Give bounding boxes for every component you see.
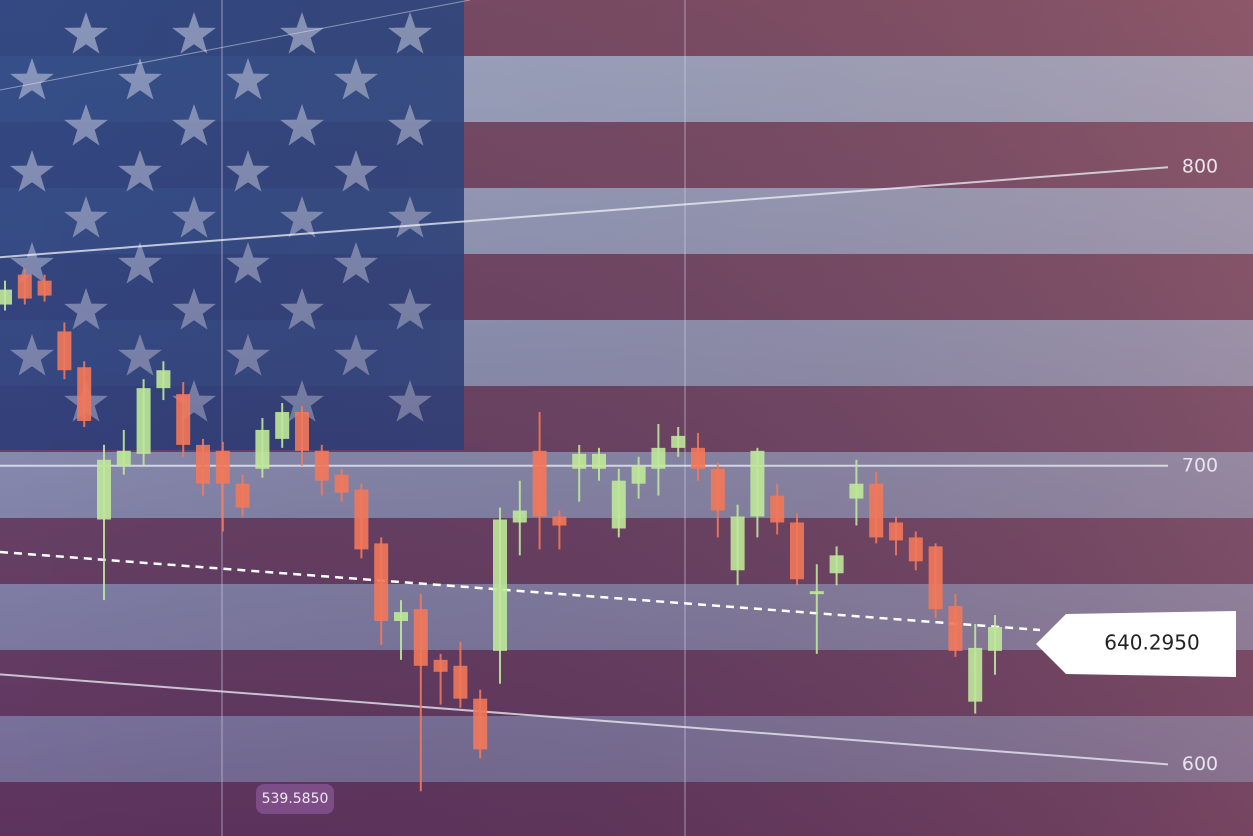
candle-body bbox=[413, 609, 428, 666]
candle-body bbox=[136, 388, 151, 454]
candle-body bbox=[512, 510, 527, 523]
candle-body bbox=[829, 555, 844, 574]
candle-body bbox=[869, 483, 884, 538]
grid-line bbox=[0, 166, 1169, 259]
candle-body bbox=[176, 394, 191, 445]
candle-body bbox=[691, 447, 705, 469]
candle-body bbox=[631, 465, 646, 484]
candle-body bbox=[730, 516, 745, 571]
candle-body bbox=[235, 483, 250, 508]
candle-body bbox=[97, 459, 111, 520]
candle-body bbox=[809, 591, 824, 595]
low-tag: 539.5850 bbox=[256, 784, 334, 814]
candle-body bbox=[651, 447, 666, 469]
y-tick-label: 600 bbox=[1182, 753, 1218, 775]
candle-body bbox=[493, 519, 507, 651]
candle-body bbox=[908, 537, 923, 562]
candle-body bbox=[196, 444, 210, 484]
y-tick-label: 700 bbox=[1182, 454, 1218, 476]
candle-body bbox=[394, 612, 408, 622]
candle-body bbox=[572, 453, 587, 469]
candle-body bbox=[433, 659, 448, 672]
candle-body bbox=[57, 331, 72, 371]
candle-body bbox=[592, 453, 606, 469]
candle-body bbox=[314, 450, 329, 481]
axis: 600 700 800 bbox=[0, 156, 1218, 775]
candle-body bbox=[374, 543, 389, 622]
candle-body bbox=[928, 546, 943, 610]
candle-body bbox=[453, 665, 468, 699]
candle-body bbox=[790, 522, 804, 580]
candle-body bbox=[611, 480, 626, 529]
low-label: 539.5850 bbox=[262, 791, 329, 807]
candle-body bbox=[255, 429, 270, 469]
candles bbox=[0, 268, 1002, 792]
candle-body bbox=[889, 522, 903, 541]
candle-body bbox=[215, 450, 230, 484]
candle-body bbox=[532, 450, 547, 517]
candle-body bbox=[295, 412, 309, 451]
candle-body bbox=[710, 468, 725, 511]
candle-body bbox=[968, 647, 983, 702]
candle-body bbox=[17, 274, 32, 299]
last-price-label: 640.2950 bbox=[1104, 631, 1199, 655]
candle-body bbox=[77, 367, 92, 421]
candle-body bbox=[334, 474, 349, 493]
candle-body bbox=[770, 495, 785, 523]
low-tag-shape bbox=[256, 784, 334, 814]
candle-body bbox=[948, 606, 963, 651]
candle-body bbox=[354, 489, 369, 550]
price-tag-shape bbox=[1036, 611, 1236, 678]
candle-body bbox=[988, 627, 1002, 651]
candle-body bbox=[552, 516, 567, 526]
grid-line bbox=[0, 673, 1169, 766]
candle-body bbox=[37, 280, 52, 296]
candle-body bbox=[275, 412, 290, 439]
trend-line bbox=[0, 0, 471, 91]
candle-body bbox=[671, 435, 686, 448]
candle-body bbox=[156, 370, 171, 389]
candle-body bbox=[0, 289, 12, 305]
price-line bbox=[0, 550, 1041, 632]
candle-body bbox=[473, 698, 488, 750]
y-tick-label: 800 bbox=[1182, 156, 1218, 178]
price-tag: 640.2950 bbox=[1036, 611, 1236, 678]
candle-body bbox=[849, 483, 864, 499]
candle-body bbox=[750, 450, 765, 517]
candle-body bbox=[116, 450, 131, 466]
